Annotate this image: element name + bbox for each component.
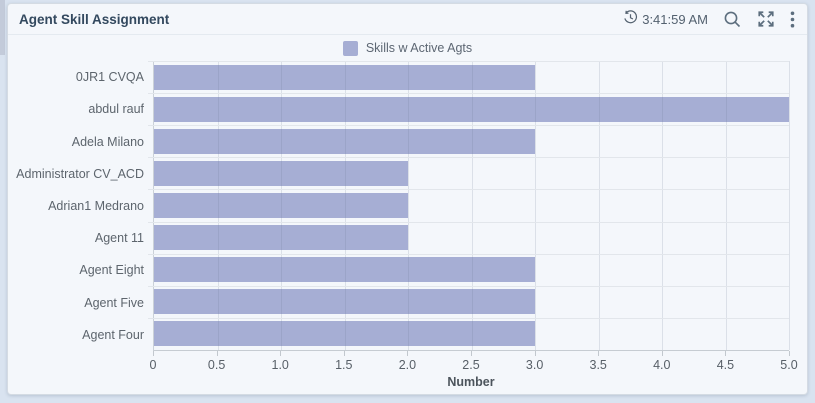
x-axis-tick [471,351,472,356]
x-axis-tick [598,351,600,356]
legend-swatch [342,40,358,56]
x-axis-tick-label: 1.5 [335,358,353,372]
header-controls: 3:41:59 AM [623,10,795,29]
chart-row [154,125,789,157]
category-label: abdul rauf [88,102,144,117]
bar[interactable] [154,64,535,90]
chart-row [154,222,789,254]
bar[interactable] [154,192,408,218]
bar-chart: 0JR1 CVQA abdul rauf Adela Milano Administr… [8,61,807,351]
x-axis-tick-label: 0.5 [207,358,226,372]
chart-row [154,286,789,318]
chart-row [154,318,789,350]
category-label: Agent 11 [94,231,144,246]
plot-area [148,61,790,351]
clock-history-icon [623,10,638,28]
bar[interactable] [154,225,408,251]
chart-row [154,61,789,93]
x-axis-tick-label: 5.0 [780,358,798,372]
bar[interactable] [154,321,535,347]
x-axis-tick-label: 4.0 [653,358,671,372]
bar[interactable] [154,96,789,122]
category-label: Adela Milano [71,134,144,149]
bar[interactable] [154,128,535,154]
page-edge-strip [0,0,5,55]
legend-label: Skills w Active Agts [365,41,473,55]
chart-row [154,254,789,286]
chart-row [154,93,789,125]
category-label: Agent Five [84,295,144,310]
x-axis-tick [661,351,663,356]
x-axis-tick-label: 3.5 [589,358,607,372]
bar[interactable] [154,257,535,283]
x-axis-tick-label: 1.0 [271,358,289,372]
x-axis-title: Number [447,375,495,389]
category-label: 0JR1 CVQA [75,70,144,85]
kebab-menu-icon[interactable] [790,11,795,28]
x-axis-tick [407,351,409,356]
x-axis-tick-label: 4.5 [716,358,735,372]
search-icon[interactable] [723,10,742,29]
x-axis: Number 0 0.5 1.0 1.5 2.0 2.5 3.0 3.5 4.0 4.5 5.0 [149,351,798,391]
vertical-gridline [789,61,790,350]
x-axis-tick [789,351,790,356]
chart-row [154,189,789,221]
x-axis-tick [153,351,154,356]
chart-rows [154,61,789,350]
bar[interactable] [154,289,535,315]
x-axis-tick-label: 2.5 [462,358,480,372]
x-axis-tick-label: 0 [149,358,157,372]
widget-title: Agent Skill Assignment [19,11,170,27]
chart-legend[interactable]: Skills w Active Agts [8,35,807,61]
x-axis-tick [216,351,218,356]
x-axis-tick-label: 3.0 [525,358,544,372]
category-label: Agent Eight [79,263,144,278]
x-axis-tick [343,351,345,356]
x-axis-tick [534,351,536,356]
widget-header: Agent Skill Assignment 3:41:59 AM [8,4,807,35]
last-refresh-time: 3:41:59 AM [623,10,708,28]
x-axis-region: Number 0 0.5 1.0 1.5 2.0 2.5 3.0 3.5 4.0 4.5 5.0 [8,351,807,391]
expand-fullscreen-icon[interactable] [757,10,775,28]
bar[interactable] [154,160,408,186]
x-axis-tick [280,351,282,356]
agent-skill-assignment-widget: Agent Skill Assignment 3:41:59 AM [7,3,808,395]
x-axis-tick [725,351,727,356]
y-axis-labels: 0JR1 CVQA abdul rauf Adela Milano Administr… [8,61,153,351]
chart-row [154,157,789,189]
timestamp-text: 3:41:59 AM [642,11,708,27]
category-label: Administrator CV_ACD [16,166,144,181]
category-label: Adrian1 Medrano [48,198,144,213]
category-label: Agent Four [82,327,144,342]
x-axis-tick-label: 2.0 [398,358,417,372]
